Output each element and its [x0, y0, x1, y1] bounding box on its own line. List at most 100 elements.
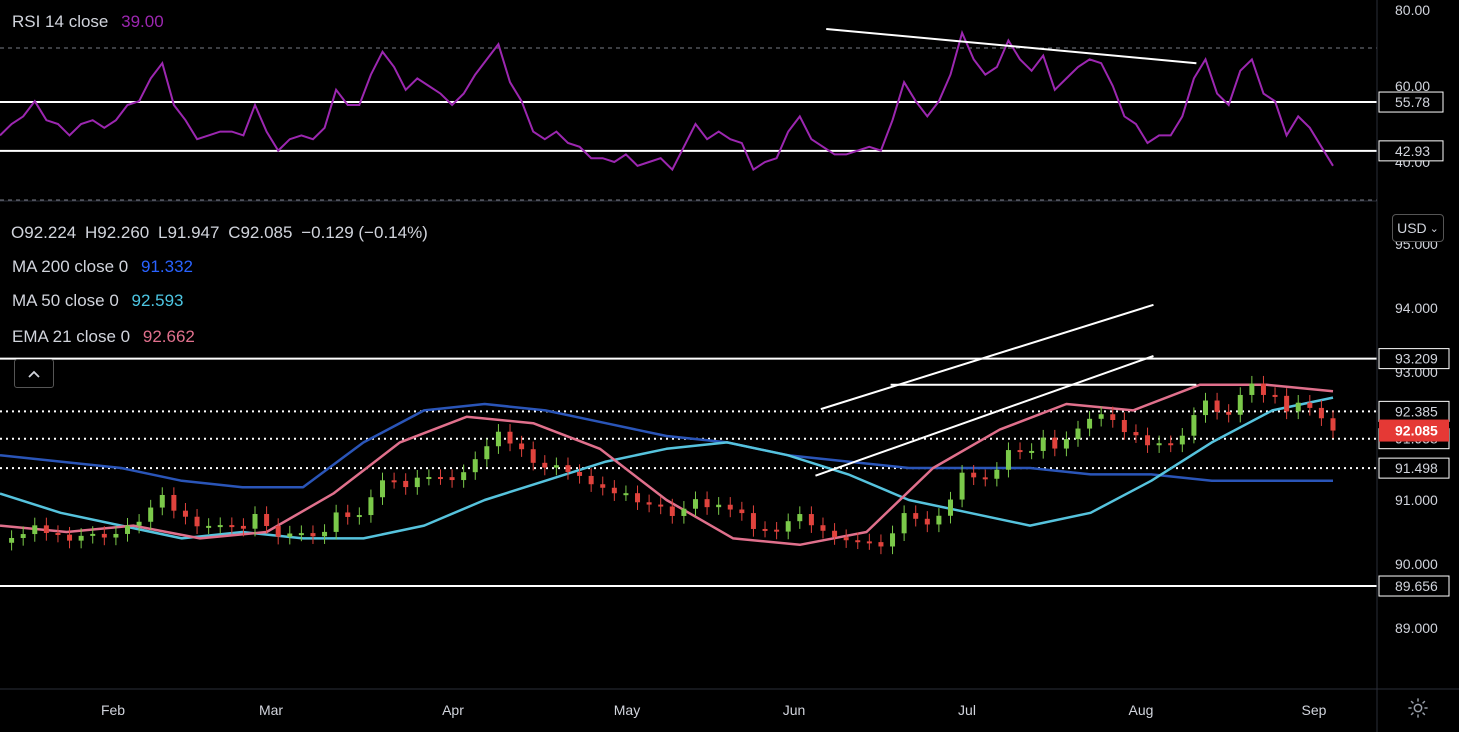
candle-body — [1145, 435, 1151, 446]
candle-body — [136, 521, 142, 526]
candle-body — [449, 477, 455, 481]
candle-body — [750, 513, 756, 529]
time-tick-label: Sep — [1302, 702, 1327, 718]
candle-body — [542, 462, 548, 468]
candle-body — [310, 533, 316, 537]
candle-body — [148, 507, 154, 522]
candle-body — [287, 533, 293, 537]
candle-body — [495, 431, 501, 447]
candle-body — [171, 494, 177, 511]
time-tick-label: Aug — [1129, 702, 1154, 718]
candle-body — [414, 477, 420, 488]
price-level-label: 91.498 — [1395, 460, 1438, 476]
candle-body — [727, 504, 733, 510]
candle-body — [1110, 414, 1116, 420]
candle-body — [843, 537, 849, 541]
candle-body — [368, 497, 374, 516]
indicator-ema21-name: EMA 21 close 0 — [12, 327, 131, 346]
candle-body — [565, 465, 571, 472]
candle-body — [1121, 419, 1127, 433]
candle-body — [866, 541, 872, 544]
candle-body — [971, 472, 977, 478]
candle-body — [264, 513, 270, 526]
ohlc-low-value: 91.947 — [167, 223, 220, 242]
ema21-line — [0, 383, 1334, 547]
rsi-tick-label: 80.00 — [1395, 2, 1430, 18]
price-tick-label: 91.000 — [1395, 492, 1438, 508]
candle-body — [206, 525, 212, 528]
candle-body — [333, 512, 339, 532]
candle-body — [90, 533, 96, 536]
candle-body — [298, 533, 304, 536]
candle-body — [623, 493, 629, 496]
candle-body — [820, 525, 826, 531]
candle-body — [959, 472, 965, 500]
price-level-label: 93.209 — [1395, 351, 1438, 367]
price-level-tag — [1378, 457, 1450, 479]
candle-body — [1133, 432, 1139, 436]
candle-body — [1156, 443, 1162, 446]
ohlc-close-value: 92.085 — [240, 223, 293, 242]
indicator-ma50-value: 92.593 — [131, 291, 184, 310]
candle-body — [356, 515, 362, 518]
candle-body — [577, 471, 583, 476]
candle-body — [774, 529, 780, 532]
candle-body — [67, 534, 73, 541]
candle-body — [437, 477, 443, 480]
candle-body — [692, 499, 698, 509]
rsi-trendline — [826, 28, 1197, 65]
candle-body — [507, 431, 513, 444]
indicator-ma200-name: MA 200 close 0 — [12, 257, 129, 276]
candle-body — [936, 515, 942, 525]
candle-body — [1295, 402, 1301, 412]
rsi-legend-value: 39.00 — [121, 12, 164, 31]
channel-lower-line — [815, 355, 1154, 477]
chevron-down-icon: ⌄ — [1429, 222, 1439, 235]
candle-body — [1249, 383, 1255, 395]
candle-body — [611, 487, 617, 494]
price-tick-label: 90.000 — [1395, 556, 1438, 572]
candle-body — [1017, 450, 1023, 453]
candle-body — [553, 465, 559, 468]
settings-gear-glyph — [1408, 698, 1428, 718]
last-price-label: 92.085 — [1395, 423, 1438, 439]
candle-body — [785, 521, 791, 532]
candle-body — [1040, 437, 1046, 451]
candle-body — [159, 494, 165, 508]
time-tick-label: May — [614, 702, 640, 718]
candle-body — [391, 480, 397, 483]
candle-body — [55, 533, 61, 536]
time-tick-label: Jun — [783, 702, 806, 718]
candle-body — [1029, 450, 1035, 453]
candle-body — [658, 504, 664, 507]
indicator-ma200-legend: MA 200 close 0 91.332 — [12, 257, 193, 277]
candle-body — [194, 516, 200, 527]
candle-body — [855, 540, 861, 543]
candle-body — [1005, 450, 1011, 470]
collapse-legend-button[interactable] — [14, 359, 54, 388]
candle-body — [322, 531, 328, 537]
candle-body — [32, 525, 38, 535]
candle-body — [217, 525, 223, 528]
rsi-line — [0, 29, 1334, 172]
candle-body — [182, 510, 188, 517]
gear-icon[interactable] — [1404, 697, 1432, 725]
rsi-legend-name: RSI 14 close — [12, 12, 109, 31]
rsi-level-tag — [1378, 140, 1444, 162]
candle-body — [1272, 394, 1278, 397]
candle-body — [1052, 437, 1058, 449]
candle-body — [901, 513, 907, 534]
ohlc-open-value: 92.224 — [24, 223, 77, 242]
candle-body — [704, 499, 710, 508]
candle-body — [1191, 415, 1197, 436]
candle-body — [1075, 428, 1081, 440]
candle-body — [1307, 402, 1313, 408]
currency-button[interactable]: USD ⌄ — [1392, 214, 1444, 242]
candle-body — [519, 443, 525, 450]
candle-body — [275, 525, 281, 537]
price-tick-label: 94.000 — [1395, 300, 1438, 316]
candle-body — [1237, 394, 1243, 415]
ohlc-legend: O92.224 H92.260 L91.947 C92.085 −0.129 (… — [11, 223, 428, 243]
candle-body — [426, 477, 432, 480]
